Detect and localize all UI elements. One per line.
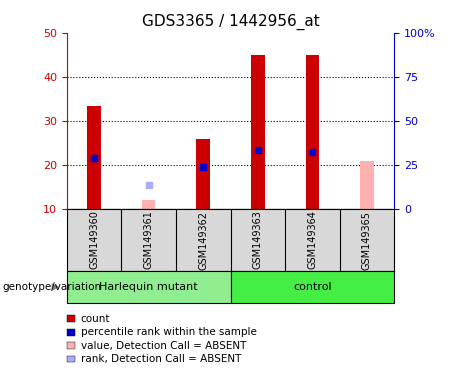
Text: value, Detection Call = ABSENT: value, Detection Call = ABSENT bbox=[81, 341, 246, 351]
Text: rank, Detection Call = ABSENT: rank, Detection Call = ABSENT bbox=[81, 354, 241, 364]
Bar bbox=[230, 271, 394, 303]
Text: percentile rank within the sample: percentile rank within the sample bbox=[81, 327, 257, 337]
Text: GSM149364: GSM149364 bbox=[307, 210, 317, 270]
Bar bbox=[306, 55, 319, 209]
Text: GDS3365 / 1442956_at: GDS3365 / 1442956_at bbox=[142, 13, 319, 30]
Text: GSM149361: GSM149361 bbox=[144, 210, 154, 270]
Bar bbox=[87, 106, 101, 209]
Text: GSM149360: GSM149360 bbox=[89, 210, 99, 270]
Text: GSM149362: GSM149362 bbox=[198, 210, 208, 270]
Text: count: count bbox=[81, 314, 110, 324]
Text: GSM149365: GSM149365 bbox=[362, 210, 372, 270]
Bar bbox=[67, 271, 230, 303]
Text: control: control bbox=[293, 282, 331, 292]
Bar bbox=[360, 161, 374, 209]
Bar bbox=[251, 55, 265, 209]
Text: GSM149363: GSM149363 bbox=[253, 210, 263, 270]
Text: genotype/variation: genotype/variation bbox=[2, 282, 101, 292]
Bar bbox=[142, 200, 155, 209]
Text: Harlequin mutant: Harlequin mutant bbox=[100, 282, 198, 292]
Bar bbox=[196, 139, 210, 209]
